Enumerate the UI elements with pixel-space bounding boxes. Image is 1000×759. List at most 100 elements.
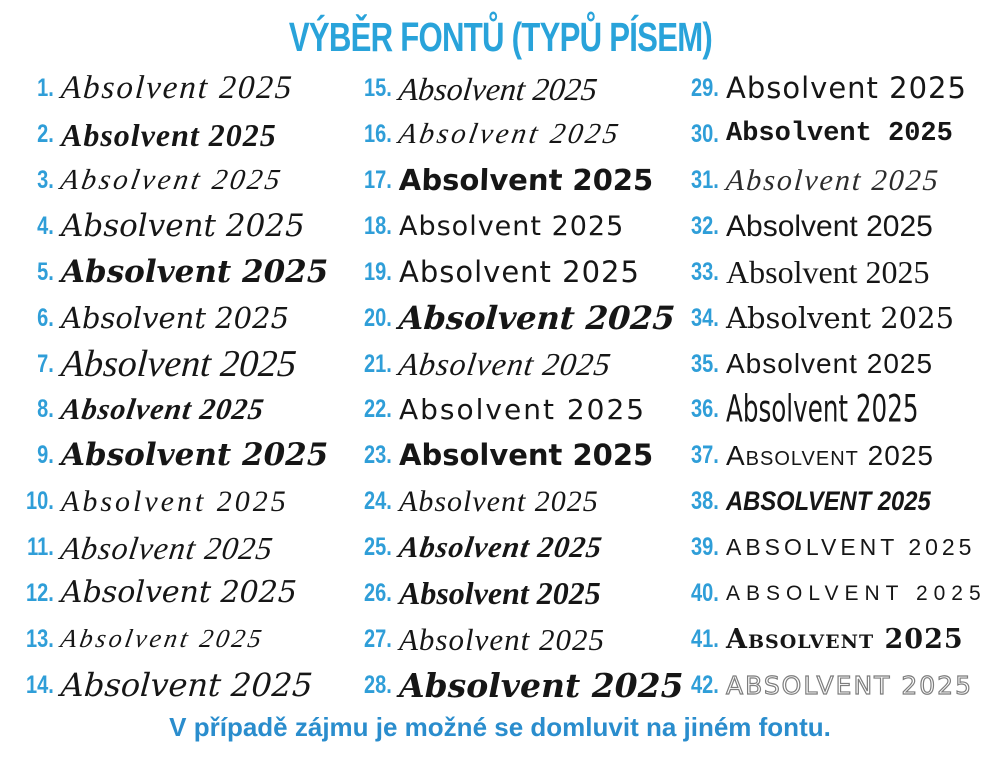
- font-row: 37. Absolvent 2025: [671, 433, 1000, 479]
- font-sample: Absolvent 2025: [724, 163, 942, 197]
- font-row: 18. Absolvent 2025: [344, 204, 671, 250]
- font-row: 19. Absolvent 2025: [344, 249, 671, 295]
- font-row: 3. Absolvent 2025: [6, 158, 344, 204]
- font-number: 14.: [25, 670, 54, 699]
- font-sample: Absolvent 2025: [726, 387, 919, 432]
- font-number: 7.: [37, 349, 54, 378]
- font-number: 30.: [690, 120, 719, 149]
- font-row: 29. Absolvent 2025: [671, 66, 1000, 112]
- font-row: 8. Absolvent 2025: [6, 387, 344, 433]
- font-row: 40. Absolvent 2025: [671, 570, 1000, 616]
- font-number: 9.: [37, 441, 54, 470]
- font-column-1: 1. Absolvent 2025 2. Absolvent 2025 3. Absolv…: [6, 66, 344, 708]
- font-number: 25.: [363, 533, 392, 562]
- font-row: 39. Absolvent 2025: [671, 525, 1000, 571]
- font-sample: Absolvent 2025: [726, 623, 964, 655]
- font-number: 5.: [37, 257, 54, 286]
- font-sample: Absolvent 2025: [58, 164, 286, 197]
- font-sample: Absolvent 2025: [396, 346, 614, 383]
- font-number: 15.: [363, 74, 392, 103]
- font-sample: Absolvent 2025: [726, 439, 934, 471]
- font-number: 10.: [25, 487, 54, 516]
- font-sample: Absolvent 2025: [58, 624, 267, 654]
- font-sample: Absolvent 2025: [399, 392, 647, 426]
- font-row: 36. Absolvent 2025: [671, 387, 1000, 433]
- font-row: 11. Absolvent 2025: [6, 525, 344, 571]
- font-sample: Absolvent 2025: [59, 343, 298, 386]
- font-sample: Absolvent 2025: [726, 254, 930, 291]
- font-sample: Absolvent 2025: [397, 299, 677, 338]
- font-sample: Absolvent 2025: [399, 665, 684, 705]
- font-row: 38. Absolvent 2025: [671, 479, 1000, 525]
- font-sample: Absolvent 2025: [726, 119, 953, 150]
- font-number: 13.: [25, 624, 54, 653]
- font-sample: Absolvent 2025: [61, 437, 329, 474]
- font-row: 9. Absolvent 2025: [6, 433, 344, 479]
- font-sample: Absolvent 2025: [726, 300, 955, 335]
- font-number: 39.: [690, 533, 719, 562]
- font-number: 35.: [690, 349, 719, 378]
- font-sample: Absolvent 2025: [399, 211, 625, 242]
- font-number: 27.: [363, 624, 392, 653]
- font-sample: Absolvent 2025: [726, 348, 934, 380]
- font-number: 41.: [690, 624, 719, 653]
- font-number: 3.: [37, 166, 54, 195]
- font-column-2: 15. Absolvent 2025 16. Absolvent 2025 17. Abs…: [344, 66, 684, 708]
- font-sample: Absolvent 2025: [58, 392, 267, 426]
- font-sample: Absolvent 2025: [399, 575, 601, 612]
- font-number: 18.: [363, 212, 392, 240]
- font-row: 23. Absolvent 2025: [344, 433, 671, 479]
- font-row: 31. Absolvent 2025: [671, 158, 1000, 204]
- font-sample: Absolvent 2025: [396, 530, 605, 564]
- font-row: 15. Absolvent 2025: [344, 66, 671, 112]
- font-sample: Absolvent 2025: [397, 70, 600, 107]
- font-number: 1.: [37, 74, 54, 103]
- font-sample: Absolvent 2025: [399, 254, 640, 289]
- font-sample: Absolvent 2025: [396, 118, 624, 151]
- font-row: 32. Absolvent 2025: [671, 204, 1000, 250]
- font-sample: Absolvent 2025: [399, 621, 605, 657]
- footer-note: V případě zájmu je možné se domluvit na …: [169, 712, 831, 742]
- font-sample: Absolvent 2025: [61, 253, 329, 290]
- page-title: VÝBĚR FONTŮ (TYPŮ PÍSEM): [288, 14, 712, 60]
- font-row: 4. Absolvent 2025: [6, 204, 344, 250]
- font-sample: Absolvent 2025: [60, 575, 298, 611]
- font-sample: Absolvent 2025: [726, 486, 931, 517]
- font-number: 33.: [690, 257, 719, 286]
- font-sample: Absolvent 2025: [58, 529, 276, 566]
- font-number: 24.: [363, 487, 392, 516]
- font-row: 20. Absolvent 2025: [344, 295, 676, 341]
- font-number: 17.: [363, 166, 392, 195]
- font-sample: Absolvent 2025: [61, 484, 289, 518]
- font-number: 22.: [363, 395, 392, 424]
- font-row: 33. Absolvent 2025: [671, 249, 1000, 295]
- font-number: 40.: [690, 578, 719, 607]
- font-row: 2. Absolvent 2025: [6, 112, 344, 158]
- font-sample: Absolvent 2025: [726, 71, 967, 106]
- font-row: 27. Absolvent 2025: [344, 616, 671, 662]
- font-number: 34.: [690, 303, 719, 332]
- font-row: 22. Absolvent 2025: [344, 387, 671, 433]
- font-number: 31.: [690, 166, 719, 195]
- font-sample: Absolvent 2025: [61, 208, 305, 244]
- font-sample: Absolvent 2025: [59, 70, 295, 107]
- font-row: 5. Absolvent 2025: [6, 249, 344, 295]
- footer-bar: V případě zájmu je možné se domluvit na …: [0, 708, 1000, 743]
- font-sample: Absolvent 2025: [398, 163, 654, 198]
- font-row: 1. Absolvent 2025: [6, 66, 344, 112]
- font-sample: Absolvent 2025: [726, 209, 933, 243]
- font-number: 8.: [37, 395, 54, 424]
- font-row: 25. Absolvent 2025: [344, 525, 671, 571]
- font-number: 29.: [690, 74, 719, 103]
- font-row: 6. Absolvent 2025: [6, 295, 344, 341]
- font-number: 42.: [690, 670, 719, 699]
- font-row: 16. Absolvent 2025: [344, 112, 671, 158]
- font-sample: Absolvent 2025: [61, 116, 277, 153]
- font-number: 11.: [27, 533, 54, 562]
- title-bar: VÝBĚR FONTŮ (TYPŮ PÍSEM): [0, 0, 1000, 66]
- font-row: 35. Absolvent 2025: [671, 341, 1000, 387]
- font-number: 4.: [37, 212, 54, 240]
- font-number: 2.: [37, 120, 54, 149]
- font-number: 37.: [690, 441, 719, 470]
- font-sample: Absolvent 2025: [61, 300, 290, 335]
